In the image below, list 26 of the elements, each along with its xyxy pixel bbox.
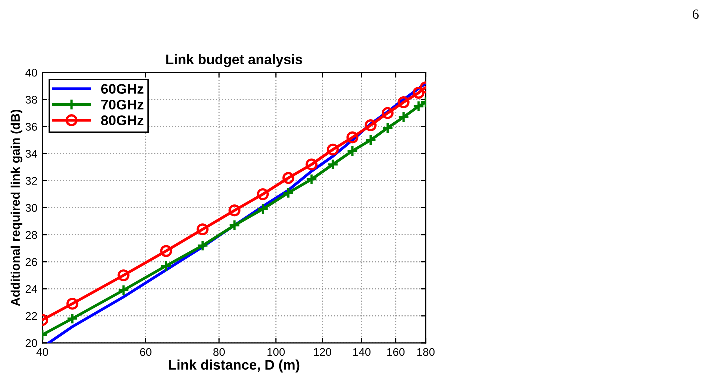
y-tick-label: 32 [26, 177, 38, 186]
y-tick-label: 34 [26, 150, 38, 158]
y-tick-label: 26 [26, 258, 38, 266]
legend-label: 60GHz [101, 84, 144, 94]
y-tick-label: 30 [26, 204, 38, 212]
y-tick-label: 20 [26, 339, 38, 348]
y-tick-label: 36 [26, 123, 38, 131]
x-tick-label: 40 [36, 348, 48, 356]
x-tick-label: 60 [140, 348, 152, 356]
y-tick-label: 22 [26, 312, 38, 320]
chart-title: Link budget analysis [166, 54, 302, 68]
text: 6 [693, 10, 699, 20]
y-tick-label: 40 [26, 69, 38, 77]
legend-label: 70GHz [102, 100, 144, 110]
x-tick-label: 80 [214, 348, 226, 356]
x-tick-label: 160 [388, 348, 405, 356]
y-tick-label: 38 [26, 96, 38, 104]
x-tick-label: 100 [268, 348, 286, 356]
x-tick-label: 120 [314, 348, 332, 356]
x-tick-label: 180 [418, 348, 435, 356]
y-tick-label: 28 [26, 231, 38, 240]
y-tick-label: 24 [26, 285, 38, 294]
x-tick-label: 140 [354, 348, 371, 356]
x-axis-title: Link distance, D (m) [169, 360, 300, 373]
y-axis-title: Additional required link gain (dB) [10, 110, 23, 306]
legend-label: 80GHz [101, 116, 144, 126]
